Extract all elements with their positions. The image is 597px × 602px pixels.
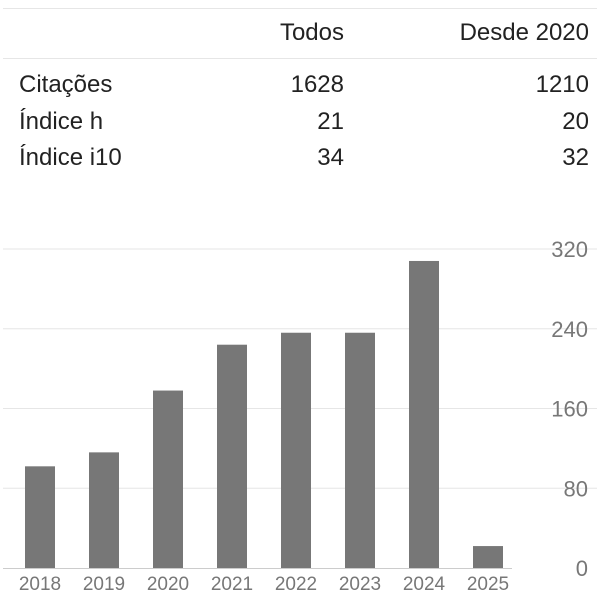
- y-tick-label: 240: [551, 317, 588, 342]
- bar-2024[interactable]: [409, 260, 439, 568]
- bar-2023[interactable]: [345, 332, 375, 568]
- bar-2022[interactable]: [281, 332, 311, 568]
- bar-2019[interactable]: [89, 452, 119, 568]
- i10-index-all-value: 34: [317, 144, 344, 171]
- bar-2021[interactable]: [217, 344, 247, 568]
- x-tick-label[interactable]: 2024: [403, 574, 446, 595]
- i10-index-since-value: 32: [562, 144, 589, 171]
- y-tick-label: 0: [576, 556, 588, 581]
- y-tick-label: 160: [551, 397, 588, 422]
- y-tick-label: 320: [551, 237, 588, 262]
- citations-all-value: 1628: [290, 71, 344, 98]
- table-top-divider: [3, 8, 597, 9]
- row-label-i10-index[interactable]: Índice i10: [19, 144, 122, 171]
- x-tick-label[interactable]: 2022: [275, 574, 317, 595]
- x-tick-label[interactable]: 2021: [211, 574, 253, 595]
- y-tick-label: 80: [564, 476, 588, 501]
- x-tick-label[interactable]: 2020: [147, 574, 189, 595]
- bar-2018[interactable]: [25, 466, 55, 568]
- bar-2020[interactable]: [153, 390, 183, 568]
- column-header-all[interactable]: Todos: [279, 19, 344, 46]
- table-header-divider: [3, 58, 597, 59]
- h-index-all-value: 21: [317, 108, 344, 135]
- x-tick-label[interactable]: 2018: [19, 574, 61, 595]
- citations-since-value: 1210: [535, 71, 589, 98]
- row-label-h-index[interactable]: Índice h: [19, 108, 104, 135]
- bar-2025[interactable]: [473, 546, 503, 568]
- h-index-since-value: 20: [562, 108, 589, 135]
- row-label-citations[interactable]: Citações: [19, 71, 113, 98]
- x-tick-label[interactable]: 2019: [83, 574, 125, 595]
- x-tick-label[interactable]: 2023: [339, 574, 381, 595]
- x-tick-label[interactable]: 2025: [467, 574, 509, 595]
- column-header-since-2020[interactable]: Desde 2020: [459, 19, 589, 46]
